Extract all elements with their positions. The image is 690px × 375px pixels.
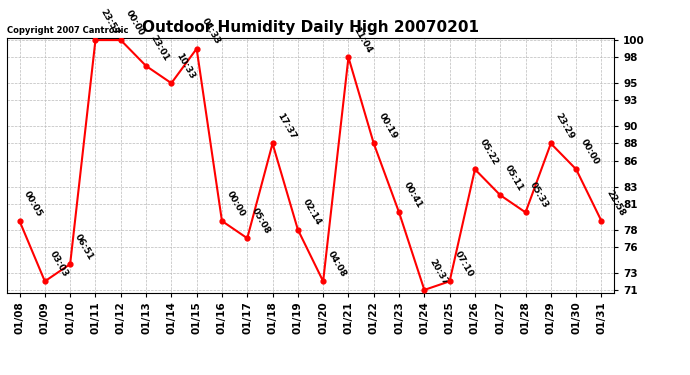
Text: 05:22: 05:22	[477, 137, 500, 166]
Text: 04:08: 04:08	[326, 249, 348, 279]
Point	[419, 287, 430, 293]
Point	[293, 226, 304, 232]
Text: 00:19: 00:19	[377, 111, 399, 141]
Point	[191, 46, 202, 52]
Text: 23:29: 23:29	[553, 111, 575, 141]
Point	[368, 141, 380, 147]
Text: 04:33: 04:33	[199, 16, 221, 46]
Point	[444, 278, 455, 284]
Text: 17:37: 17:37	[275, 111, 297, 141]
Text: 03:03: 03:03	[48, 249, 70, 279]
Point	[65, 261, 76, 267]
Point	[39, 278, 50, 284]
Text: 02:14: 02:14	[301, 198, 323, 227]
Point	[141, 63, 152, 69]
Point	[90, 37, 101, 43]
Text: 23:57: 23:57	[98, 8, 120, 37]
Point	[317, 278, 328, 284]
Text: 23:01: 23:01	[149, 34, 171, 63]
Text: 00:41: 00:41	[402, 180, 424, 210]
Point	[14, 218, 25, 224]
Text: 22:58: 22:58	[604, 189, 627, 218]
Text: 00:00: 00:00	[225, 189, 246, 218]
Point	[217, 218, 228, 224]
Point	[343, 54, 354, 60]
Text: 20:37: 20:37	[427, 258, 449, 287]
Text: 10:33: 10:33	[174, 51, 196, 80]
Text: Copyright 2007 Cantronic: Copyright 2007 Cantronic	[7, 26, 128, 35]
Point	[115, 37, 126, 43]
Text: 06:51: 06:51	[73, 232, 95, 261]
Point	[469, 166, 480, 172]
Point	[241, 235, 253, 241]
Text: 00:05: 00:05	[22, 189, 44, 218]
Point	[267, 141, 278, 147]
Point	[495, 192, 506, 198]
Text: 05:33: 05:33	[529, 180, 551, 210]
Text: 00:00: 00:00	[579, 138, 601, 166]
Point	[393, 209, 404, 215]
Point	[545, 141, 556, 147]
Text: 07:10: 07:10	[453, 249, 475, 279]
Text: 05:11: 05:11	[503, 163, 525, 192]
Title: Outdoor Humidity Daily High 20070201: Outdoor Humidity Daily High 20070201	[142, 20, 479, 35]
Text: 11:04: 11:04	[351, 25, 373, 54]
Point	[520, 209, 531, 215]
Text: 00:00: 00:00	[124, 9, 146, 37]
Point	[166, 80, 177, 86]
Point	[596, 218, 607, 224]
Text: 05:08: 05:08	[250, 206, 272, 236]
Point	[571, 166, 582, 172]
